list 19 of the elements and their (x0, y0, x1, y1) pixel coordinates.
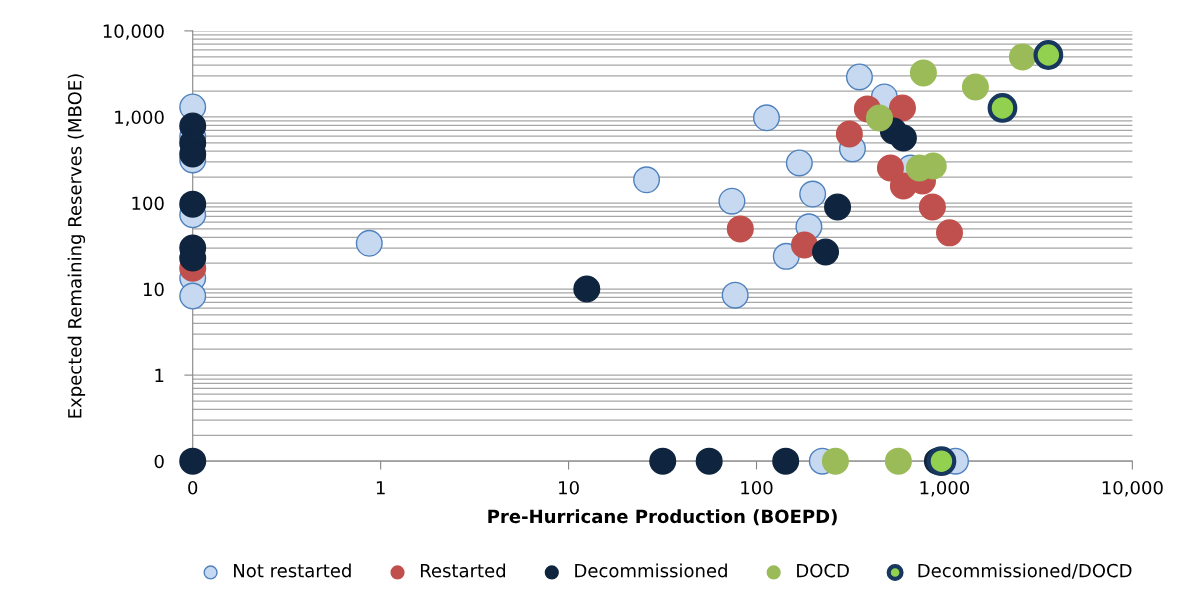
legend-label: Restarted (420, 563, 506, 578)
legend-label: Decommissioned (575, 563, 727, 578)
x-tick-label: 1,000 (920, 480, 970, 497)
x-tick-label: 100 (741, 480, 773, 495)
legend-label: DOCD (797, 563, 849, 578)
y-tick-label: 1 (155, 368, 164, 382)
x-tick-label: 0 (188, 480, 198, 495)
y-tick-label: 1,000 (115, 110, 164, 126)
y-tick-label: 0 (154, 454, 164, 469)
legend-label: Decommissioned/DOCD (918, 563, 1132, 579)
x-tick-label: 10,000 (1102, 480, 1163, 497)
y-tick-label: 10 (143, 282, 164, 297)
y-tick-label: 100 (132, 196, 164, 211)
x-tick-label: 1 (376, 481, 385, 495)
x-axis-title: Pre-Hurricane Production (BOEPD) (488, 509, 837, 526)
x-tick-label: 10 (559, 480, 579, 495)
legend-label: Not restarted (234, 563, 351, 578)
y-tick-label: 10,000 (103, 24, 164, 40)
y-axis-title: Expected Remaining Reserves (MBOE) (67, 74, 86, 418)
